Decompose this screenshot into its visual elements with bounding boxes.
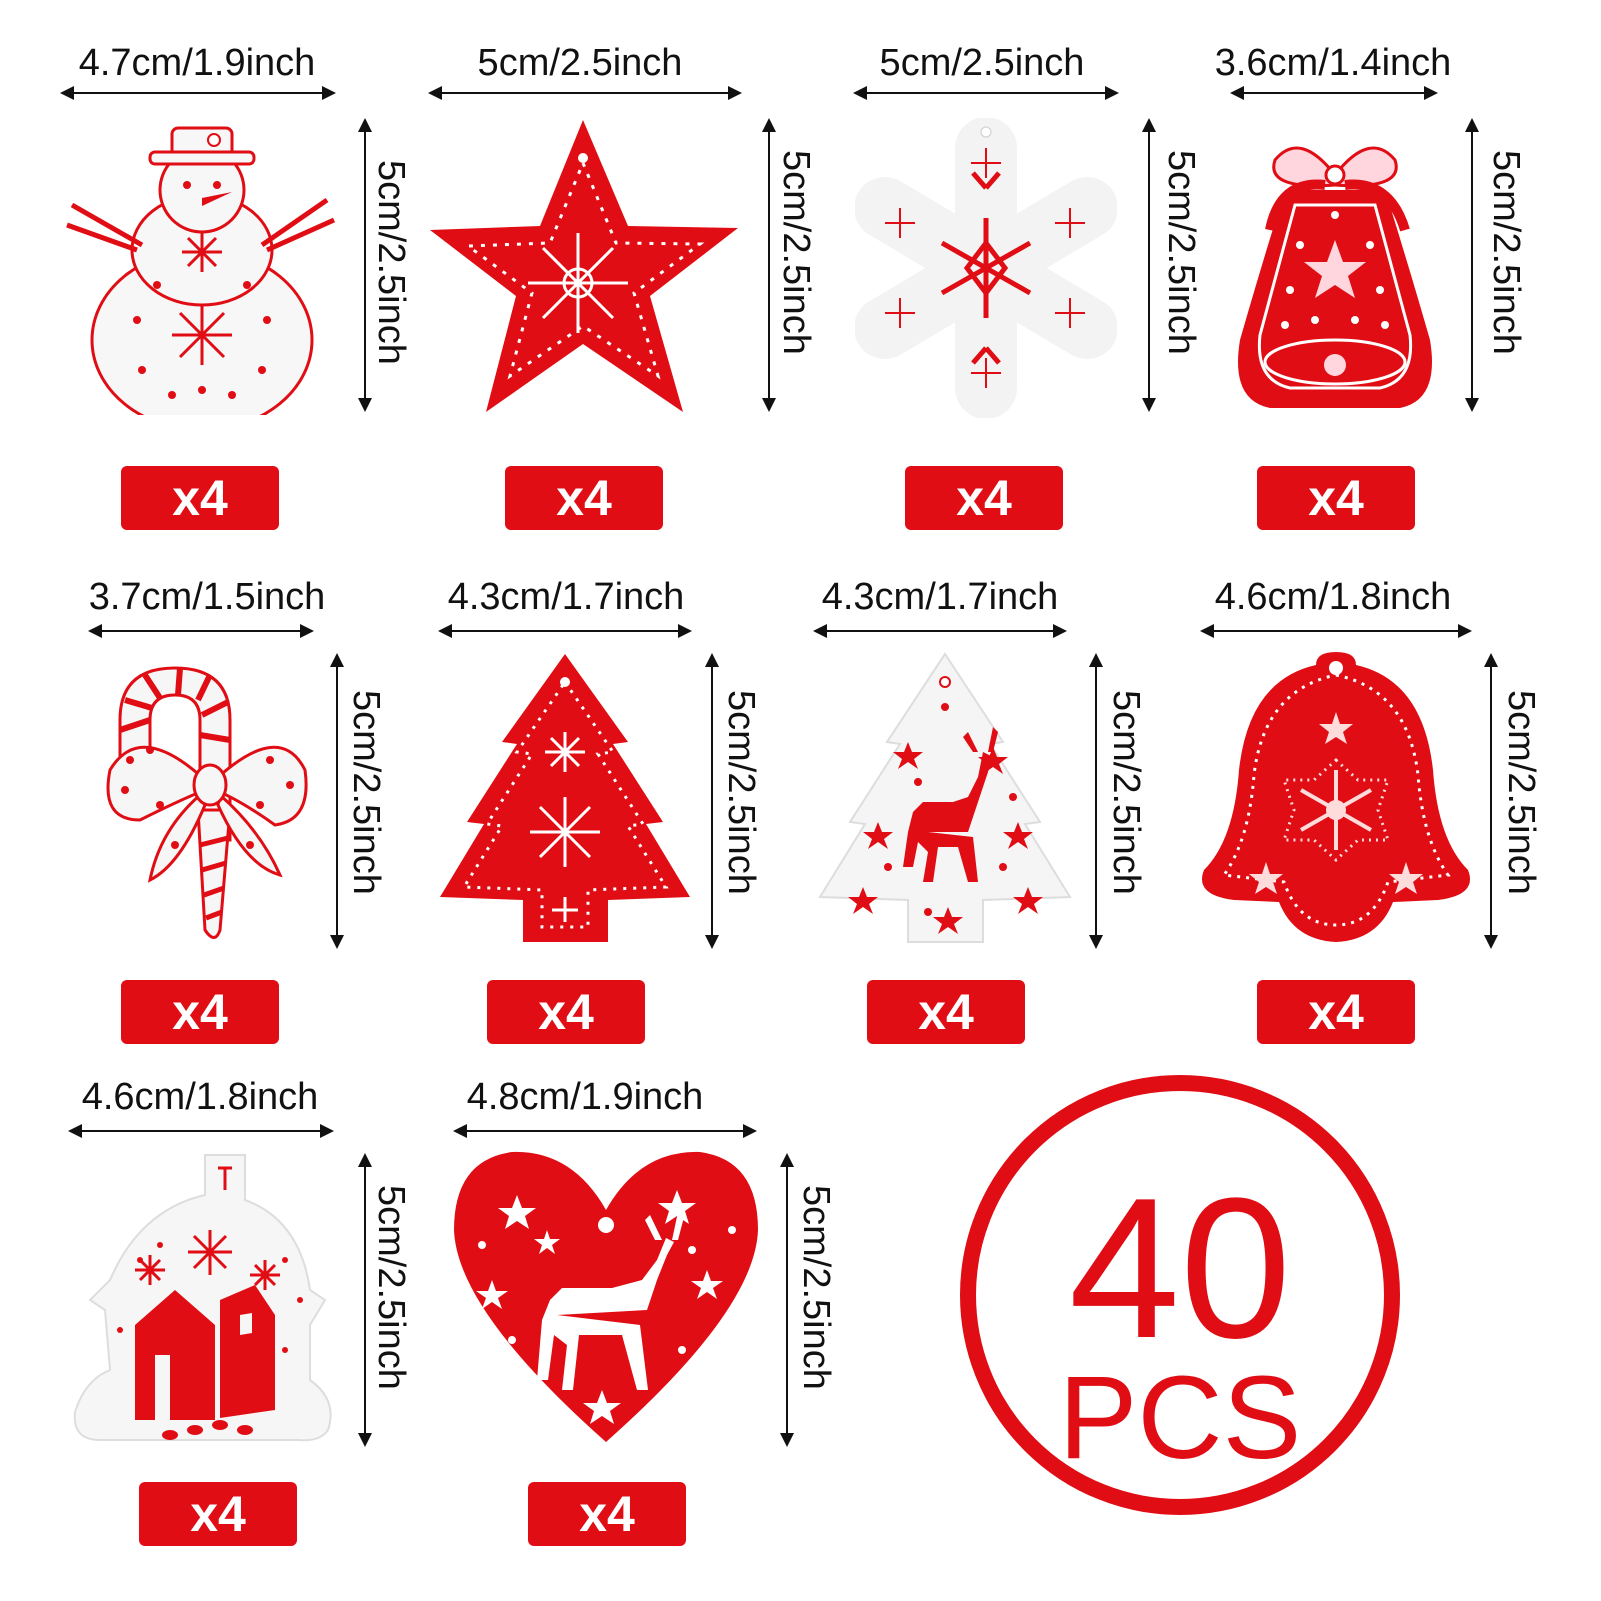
width-arrow: [428, 86, 742, 100]
width-label: 4.6cm/1.8inch: [81, 1076, 319, 1118]
house-ornament-icon: [73, 1154, 332, 1442]
height-label: 5cm/2.5inch: [1160, 150, 1202, 355]
width-arrow: [1200, 624, 1472, 638]
width-arrow: [68, 1124, 334, 1138]
total-count: 40: [1068, 1157, 1292, 1380]
width-arrow: [813, 624, 1067, 638]
width-label: 4.3cm/1.7inch: [447, 576, 685, 618]
height-label: 5cm/2.5inch: [795, 1185, 837, 1390]
red-tree-ornament-icon: [440, 654, 690, 942]
heart-ornament-icon: [454, 1151, 758, 1442]
quantity-badge: x4: [1257, 466, 1415, 530]
height-label: 5cm/2.5inch: [370, 160, 412, 365]
height-label: 5cm/2.5inch: [775, 150, 817, 355]
width-label: 4.3cm/1.7inch: [821, 576, 1059, 618]
width-arrow: [1230, 86, 1438, 100]
width-arrow: [438, 624, 692, 638]
width-arrow: [60, 86, 336, 100]
quantity-badge: x4: [528, 1482, 686, 1546]
height-arrow: [1484, 653, 1498, 949]
width-label: 5cm/2.5inch: [477, 42, 683, 84]
width-label: 5cm/2.5inch: [879, 42, 1085, 84]
total-count-badge: 40 PCS: [960, 1075, 1400, 1515]
quantity-badge: x4: [505, 466, 663, 530]
height-label: 5cm/2.5inch: [1485, 150, 1527, 355]
snowman-ornament-icon: [66, 126, 336, 415]
height-arrow: [1142, 118, 1156, 412]
height-label: 5cm/2.5inch: [1500, 690, 1542, 895]
white-tree-ornament-icon: [818, 652, 1072, 943]
quantity-badge: x4: [487, 980, 645, 1044]
quantity-badge: x4: [867, 980, 1025, 1044]
bell-bow-ornament-icon: [1238, 146, 1432, 408]
height-arrow: [1465, 118, 1479, 412]
width-arrow: [88, 624, 314, 638]
quantity-badge: x4: [905, 466, 1063, 530]
width-arrow: [453, 1124, 757, 1138]
width-label: 3.6cm/1.4inch: [1214, 42, 1452, 84]
quantity-badge: x4: [121, 466, 279, 530]
candy-cane-ornament-icon: [106, 666, 308, 939]
width-label: 3.7cm/1.5inch: [88, 576, 326, 618]
width-label: 4.7cm/1.9inch: [78, 42, 316, 84]
star-ornament-icon: [430, 120, 738, 412]
width-label: 4.8cm/1.9inch: [466, 1076, 704, 1118]
height-arrow: [358, 118, 372, 412]
height-arrow: [330, 653, 344, 949]
height-arrow: [358, 1153, 372, 1447]
quantity-badge: x4: [121, 980, 279, 1044]
height-label: 5cm/2.5inch: [345, 690, 387, 895]
quantity-badge: x4: [139, 1482, 297, 1546]
snowflake-ornament-icon: [855, 118, 1117, 418]
quantity-badge: x4: [1257, 980, 1415, 1044]
height-arrow: [780, 1153, 794, 1447]
height-label: 5cm/2.5inch: [370, 1185, 412, 1390]
height-label: 5cm/2.5inch: [1105, 690, 1147, 895]
height-arrow: [762, 118, 776, 412]
width-label: 4.6cm/1.8inch: [1214, 576, 1452, 618]
height-arrow: [705, 653, 719, 949]
height-arrow: [1089, 653, 1103, 949]
width-arrow: [853, 86, 1119, 100]
height-label: 5cm/2.5inch: [720, 690, 762, 895]
total-unit: PCS: [1058, 1352, 1302, 1484]
red-bell-ornament-icon: [1202, 652, 1470, 942]
